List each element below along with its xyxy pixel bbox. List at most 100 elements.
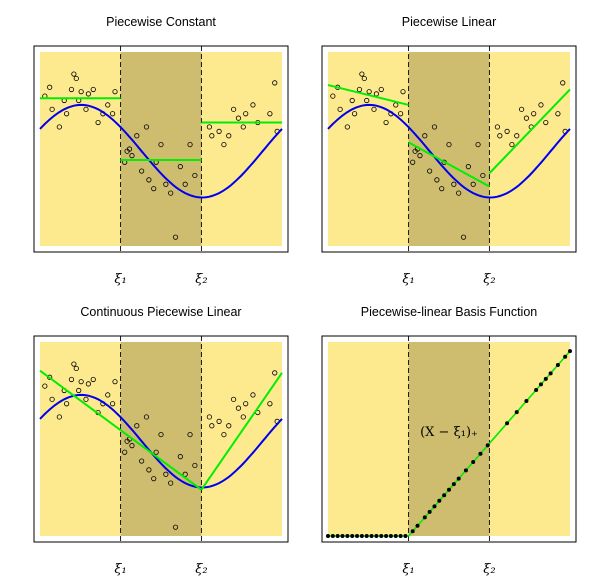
basis-point bbox=[330, 534, 335, 538]
data-point bbox=[71, 361, 77, 367]
basis-point bbox=[568, 349, 572, 354]
data-point bbox=[494, 124, 500, 130]
data-point bbox=[460, 234, 467, 240]
region-right bbox=[489, 52, 570, 246]
data-point bbox=[359, 71, 365, 77]
data-point bbox=[465, 164, 471, 170]
basis-point bbox=[340, 534, 345, 538]
data-point bbox=[383, 119, 389, 126]
region-middle bbox=[120, 52, 202, 246]
basis-point bbox=[478, 451, 483, 456]
data-point bbox=[168, 480, 174, 486]
data-point bbox=[518, 106, 525, 112]
data-point bbox=[272, 80, 278, 86]
data-point bbox=[83, 396, 89, 402]
region-left bbox=[328, 52, 409, 246]
data-point bbox=[73, 75, 79, 82]
data-point bbox=[221, 431, 227, 438]
data-point bbox=[231, 396, 237, 402]
data-point bbox=[122, 449, 128, 455]
basis-point bbox=[364, 534, 369, 538]
basis-point bbox=[374, 534, 379, 538]
data-point bbox=[272, 370, 278, 376]
data-point bbox=[410, 159, 416, 165]
data-point bbox=[68, 376, 75, 383]
region-left bbox=[40, 342, 121, 536]
data-point bbox=[110, 401, 116, 407]
data-point bbox=[431, 124, 438, 130]
data-point bbox=[151, 476, 157, 482]
data-point bbox=[422, 133, 428, 139]
data-point bbox=[105, 392, 111, 398]
data-point bbox=[344, 124, 350, 130]
data-point bbox=[330, 93, 336, 99]
basis-point bbox=[398, 534, 403, 538]
data-point bbox=[42, 383, 48, 389]
data-point bbox=[71, 71, 77, 77]
basis-point bbox=[463, 468, 468, 473]
basis-point bbox=[538, 382, 543, 387]
data-point bbox=[134, 423, 140, 429]
data-point bbox=[352, 111, 358, 117]
basis-point bbox=[451, 482, 456, 487]
data-point bbox=[64, 401, 70, 407]
data-point bbox=[90, 376, 96, 383]
knot-label-2: ξ₂ bbox=[195, 562, 207, 577]
data-point bbox=[366, 89, 372, 95]
basis-point bbox=[456, 476, 461, 481]
data-point bbox=[192, 172, 198, 179]
panel-title: Continuous Piecewise Linear bbox=[80, 305, 241, 319]
data-point bbox=[209, 423, 215, 429]
data-point bbox=[226, 423, 232, 429]
knot-label-2: ξ₂ bbox=[483, 272, 495, 287]
data-point bbox=[206, 414, 212, 420]
panel-continuous-piecewise-linear: ξ₁ ξ₂ Continuous Piecewise Linear bbox=[33, 305, 289, 577]
data-point bbox=[68, 86, 75, 93]
basis-point bbox=[393, 534, 398, 538]
basis-point bbox=[514, 410, 519, 415]
knot-label-1: ξ₁ bbox=[114, 272, 126, 287]
region-middle bbox=[408, 342, 490, 536]
basis-point bbox=[388, 534, 393, 538]
data-point bbox=[361, 75, 367, 82]
data-point bbox=[231, 106, 237, 112]
basis-point bbox=[384, 534, 389, 538]
data-point bbox=[151, 186, 157, 192]
data-point bbox=[364, 97, 370, 104]
data-point bbox=[129, 153, 135, 159]
region-right bbox=[201, 52, 282, 246]
data-point bbox=[417, 153, 423, 159]
data-point bbox=[64, 111, 70, 117]
data-point bbox=[56, 124, 62, 130]
basis-point bbox=[437, 498, 442, 503]
data-point bbox=[177, 164, 183, 170]
knot-label-1: ξ₁ bbox=[114, 562, 126, 577]
basis-point bbox=[485, 443, 490, 448]
fit-segment bbox=[327, 84, 409, 106]
basis-point bbox=[359, 534, 364, 538]
data-point bbox=[267, 111, 273, 117]
data-point bbox=[226, 133, 232, 139]
panel-piecewise-constant: ξ₁ ξ₂ Piecewise Constant bbox=[33, 15, 289, 287]
data-point bbox=[531, 111, 537, 117]
data-point bbox=[497, 133, 503, 139]
basis-point bbox=[427, 509, 432, 514]
basis-point bbox=[422, 515, 427, 520]
data-point bbox=[250, 392, 256, 398]
data-point bbox=[78, 379, 84, 385]
data-point bbox=[235, 405, 242, 411]
data-point bbox=[163, 471, 169, 477]
data-point bbox=[187, 431, 193, 438]
region-left bbox=[328, 342, 409, 536]
data-point bbox=[105, 102, 111, 108]
fit-segment bbox=[488, 88, 571, 174]
data-point bbox=[514, 133, 520, 139]
data-point bbox=[83, 106, 89, 112]
basis-point bbox=[355, 534, 360, 538]
data-point bbox=[235, 115, 242, 121]
data-point bbox=[146, 467, 152, 473]
data-point bbox=[49, 106, 55, 112]
fit-segment bbox=[39, 369, 122, 431]
data-point bbox=[349, 97, 355, 104]
basis-point bbox=[345, 534, 350, 538]
